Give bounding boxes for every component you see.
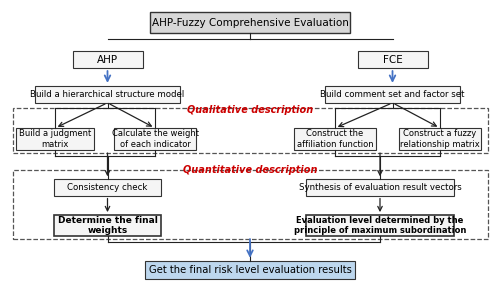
FancyBboxPatch shape bbox=[294, 128, 376, 150]
Text: Build a judgment
matrix: Build a judgment matrix bbox=[19, 130, 91, 149]
Text: Determine the final
weights: Determine the final weights bbox=[58, 216, 158, 235]
Text: Get the final risk level evaluation results: Get the final risk level evaluation resu… bbox=[148, 265, 352, 275]
Text: Build a hierarchical structure model: Build a hierarchical structure model bbox=[30, 90, 184, 99]
Text: Quantitative description: Quantitative description bbox=[183, 165, 318, 175]
Text: Synthesis of evaluation result vectors: Synthesis of evaluation result vectors bbox=[298, 183, 462, 192]
FancyBboxPatch shape bbox=[306, 179, 454, 196]
FancyBboxPatch shape bbox=[325, 86, 460, 103]
FancyBboxPatch shape bbox=[399, 128, 481, 150]
Text: Calculate the weight
of each indicator: Calculate the weight of each indicator bbox=[112, 130, 198, 149]
FancyBboxPatch shape bbox=[54, 215, 161, 236]
Text: Construct the
affiliation function: Construct the affiliation function bbox=[296, 130, 374, 149]
Text: Build comment set and factor set: Build comment set and factor set bbox=[320, 90, 465, 99]
FancyBboxPatch shape bbox=[358, 51, 428, 68]
FancyBboxPatch shape bbox=[306, 215, 454, 236]
Text: AHP: AHP bbox=[97, 55, 118, 65]
Text: Construct a fuzzy
relationship matrix: Construct a fuzzy relationship matrix bbox=[400, 130, 480, 149]
Text: AHP-Fuzzy Comprehensive Evaluation: AHP-Fuzzy Comprehensive Evaluation bbox=[152, 18, 348, 28]
FancyBboxPatch shape bbox=[16, 128, 94, 150]
FancyBboxPatch shape bbox=[54, 179, 161, 196]
Text: Qualitative description: Qualitative description bbox=[187, 105, 313, 115]
FancyBboxPatch shape bbox=[72, 51, 142, 68]
FancyBboxPatch shape bbox=[145, 261, 355, 279]
FancyBboxPatch shape bbox=[150, 12, 350, 33]
Text: FCE: FCE bbox=[382, 55, 402, 65]
FancyBboxPatch shape bbox=[114, 128, 196, 150]
FancyBboxPatch shape bbox=[35, 86, 180, 103]
Text: Evaluation level determined by the
principle of maximum subordination: Evaluation level determined by the princ… bbox=[294, 216, 466, 235]
Text: Consistency check: Consistency check bbox=[68, 183, 148, 192]
